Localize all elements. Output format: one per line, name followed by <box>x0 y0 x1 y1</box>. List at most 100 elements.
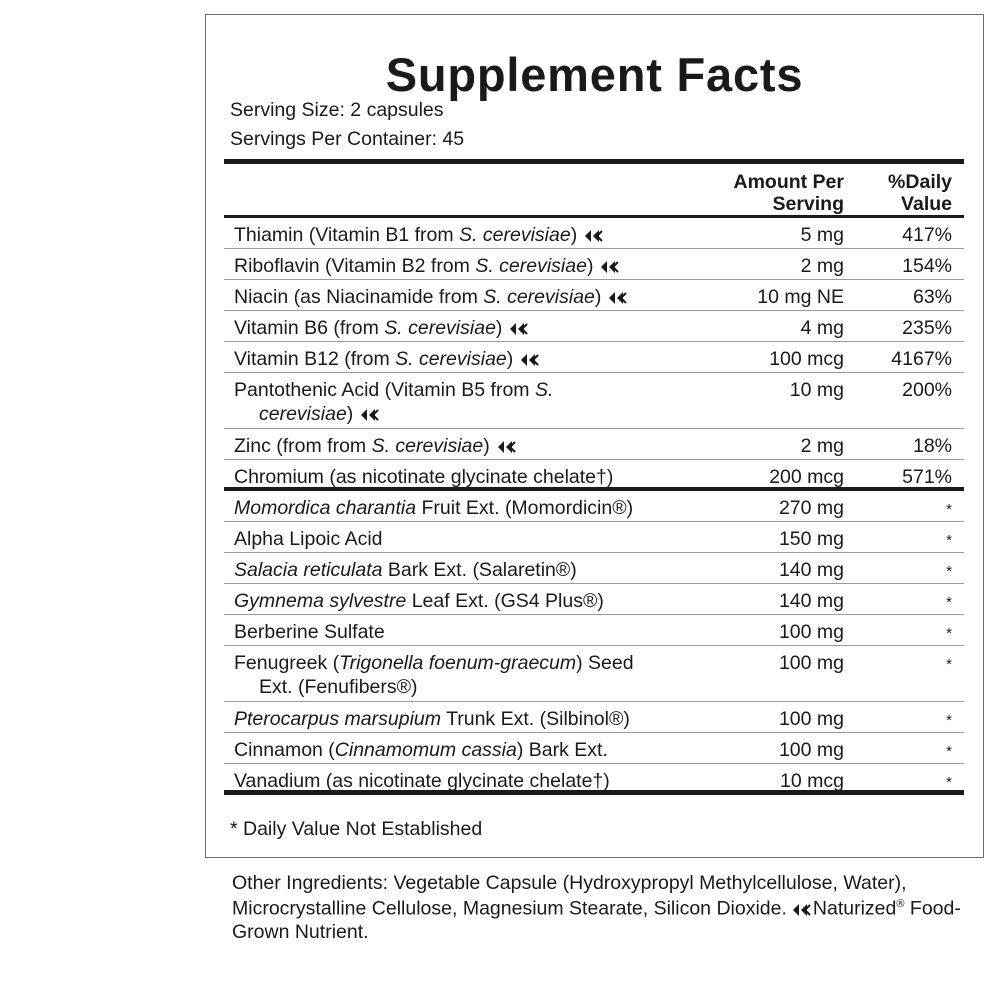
table-row: Fenugreek (Trigonella foenum-graecum) Se… <box>224 646 964 702</box>
naturized-label: Naturized <box>812 897 897 920</box>
name-text: Niacin (as Niacinamide from <box>234 286 484 308</box>
name-text: ) Bark Ext. <box>516 739 608 761</box>
name-text: ) <box>586 255 594 277</box>
ingredient-name: Salacia reticulata Bark Ext. (Salaretin®… <box>234 558 744 582</box>
botanical-rows: Momordica charantia Fruit Ext. (Momordic… <box>224 491 964 795</box>
table-row: Alpha Lipoic Acid 150 mg * <box>224 522 964 553</box>
daily-value: * <box>946 532 952 549</box>
amount-per-serving: 140 mg <box>778 590 844 612</box>
top-rule <box>224 159 964 164</box>
name-text: ) <box>506 348 514 370</box>
name-italic: S. cerevisiae <box>475 255 587 277</box>
daily-value: * <box>946 712 952 729</box>
table-row: Gymnema sylvestre Leaf Ext. (GS4 Plus®) 1… <box>224 584 964 615</box>
ingredient-name: Vitamin B6 (from S. cerevisiae) <box>234 316 744 342</box>
table-row: Berberine Sulfate 100 mg * <box>224 615 964 646</box>
name-text: Fenugreek ( <box>234 652 340 674</box>
name-italic: S. cerevisiae <box>395 348 507 370</box>
amount-per-serving: 100 mcg <box>769 348 844 370</box>
daily-value: * <box>946 743 952 760</box>
name-italic: Momordica charantia <box>234 497 417 519</box>
naturized-icon <box>359 404 380 428</box>
amount-per-serving-header: Amount Per Serving <box>733 171 844 215</box>
amount-per-serving: 2 mg <box>800 255 844 277</box>
table-row: Cinnamon (Cinnamomum cassia) Bark Ext. 10… <box>224 733 964 764</box>
name-text: ) <box>346 403 354 425</box>
footnote: * Daily Value Not Established <box>230 818 483 840</box>
amount-per-serving: 2 mg <box>800 435 844 457</box>
daily-value: * <box>946 625 952 642</box>
supplement-facts-panel: Supplement Facts Serving Size: 2 capsule… <box>205 14 984 858</box>
table-row: Zinc (from from S. cerevisiae) 2 mg 18% <box>224 429 964 460</box>
naturized-icon <box>607 287 628 311</box>
name-text: Trunk Ext. (Silbinol®) <box>441 708 630 730</box>
ingredient-name: Cinnamon (Cinnamomum cassia) Bark Ext. <box>234 738 744 762</box>
ingredient-name: Fenugreek (Trigonella foenum-graecum) Se… <box>234 651 744 699</box>
table-row: Pterocarpus marsupium Trunk Ext. (Silbin… <box>224 702 964 733</box>
naturized-icon <box>583 225 603 249</box>
ingredient-name: Vanadium (as nicotinate glycinate chelat… <box>234 769 744 793</box>
name-text: Zinc (from from <box>234 435 372 457</box>
daily-value: * <box>946 594 952 611</box>
servings-per-container: Servings Per Container: 45 <box>230 128 465 150</box>
table-row: Niacin (as Niacinamide from S. cerevisia… <box>224 280 964 311</box>
table-row: Pantothenic Acid (Vitamin B5 from S. cere… <box>224 373 964 429</box>
name-text: Vanadium (as nicotinate glycinate chelat… <box>234 770 610 792</box>
ingredient-name: Berberine Sulfate <box>234 620 744 644</box>
vitamin-rows: Thiamin (Vitamin B1 from S. cerevisiae) 5… <box>224 218 964 491</box>
name-italic: Trigonella foenum-graecum <box>339 652 577 674</box>
ingredient-name: Niacin (as Niacinamide from S. cerevisia… <box>234 285 744 311</box>
name-text: Vitamin B6 (from <box>234 317 385 339</box>
daily-value: 571% <box>902 466 952 488</box>
name-text: Pantothenic Acid (Vitamin B5 from <box>234 379 535 401</box>
name-italic: S. cerevisiae <box>459 224 571 246</box>
ingredient-name: Zinc (from from S. cerevisiae) <box>234 434 744 460</box>
table-header: Amount Per Serving %Daily Value <box>224 164 964 218</box>
name-line-2: Ext. (Fenufibers®) <box>259 676 418 698</box>
serving-size: Serving Size: 2 capsules <box>230 99 444 121</box>
daily-value-header: %Daily Value <box>888 171 952 215</box>
table-row: Riboflavin (Vitamin B2 from S. cerevisia… <box>224 249 964 280</box>
name-italic: S. cerevisiae <box>371 435 484 457</box>
table-row: Thiamin (Vitamin B1 from S. cerevisiae) 5… <box>224 218 964 249</box>
name-text: Fruit Ext. (Momordicin®) <box>416 497 634 519</box>
name-italic: cerevisiae <box>259 403 347 425</box>
daily-value: * <box>946 563 952 580</box>
name-text: ) Seed <box>576 652 634 674</box>
ingredient-name: Gymnema sylvestre Leaf Ext. (GS4 Plus®) <box>234 589 744 613</box>
daily-value: 417% <box>902 224 952 246</box>
table-row: Vitamin B6 (from S. cerevisiae) 4 mg 235% <box>224 311 964 342</box>
amount-per-serving: 150 mg <box>778 528 844 550</box>
amount-per-serving: 10 mg <box>789 379 844 401</box>
name-italic: Pterocarpus marsupium <box>234 708 441 730</box>
amount-per-serving: 5 mg <box>800 224 844 246</box>
ingredient-name: Vitamin B12 (from S. cerevisiae) <box>234 347 744 373</box>
naturized-icon <box>508 318 529 342</box>
name-italic: S. cerevisiae <box>483 286 595 308</box>
amount-per-serving: 10 mg NE <box>757 286 844 308</box>
panel-title: Supplement Facts <box>385 48 804 101</box>
amount-per-serving: 100 mg <box>778 621 844 643</box>
table-row: Vitamin B12 (from S. cerevisiae) 100 mcg 4… <box>224 342 964 373</box>
name-text: Cinnamon ( <box>234 739 335 761</box>
amount-per-serving: 100 mg <box>778 739 844 761</box>
table-row: Vanadium (as nicotinate glycinate chelat… <box>224 764 964 795</box>
name-text: ) <box>594 286 602 308</box>
naturized-icon <box>496 436 516 460</box>
daily-value: 4167% <box>891 348 952 370</box>
name-text: Bark Ext. (Salaretin®) <box>382 559 577 581</box>
amount-per-serving: 200 mcg <box>769 466 844 488</box>
other-ingredients-text: Other Ingredients: Vegetable Capsule (Hy… <box>232 872 907 920</box>
food-grown-label: Food-Grown Nutrient. <box>232 897 961 943</box>
name-text: Vitamin B12 (from <box>234 348 396 370</box>
naturized-icon <box>599 256 620 280</box>
daily-value: 200% <box>902 379 952 401</box>
name-italic: Cinnamomum cassia <box>334 739 517 761</box>
other-ingredients: Other Ingredients: Vegetable Capsule (Hy… <box>232 873 962 943</box>
amount-per-serving: 140 mg <box>778 559 844 581</box>
name-line-2: cerevisiae) <box>234 402 744 428</box>
ingredient-name: Pantothenic Acid (Vitamin B5 from S. cere… <box>234 378 744 428</box>
amount-per-serving: 10 mcg <box>780 770 844 792</box>
table-row: Chromium (as nicotinate glycinate chelat… <box>224 460 964 491</box>
name-italic: S. cerevisiae <box>384 317 496 339</box>
